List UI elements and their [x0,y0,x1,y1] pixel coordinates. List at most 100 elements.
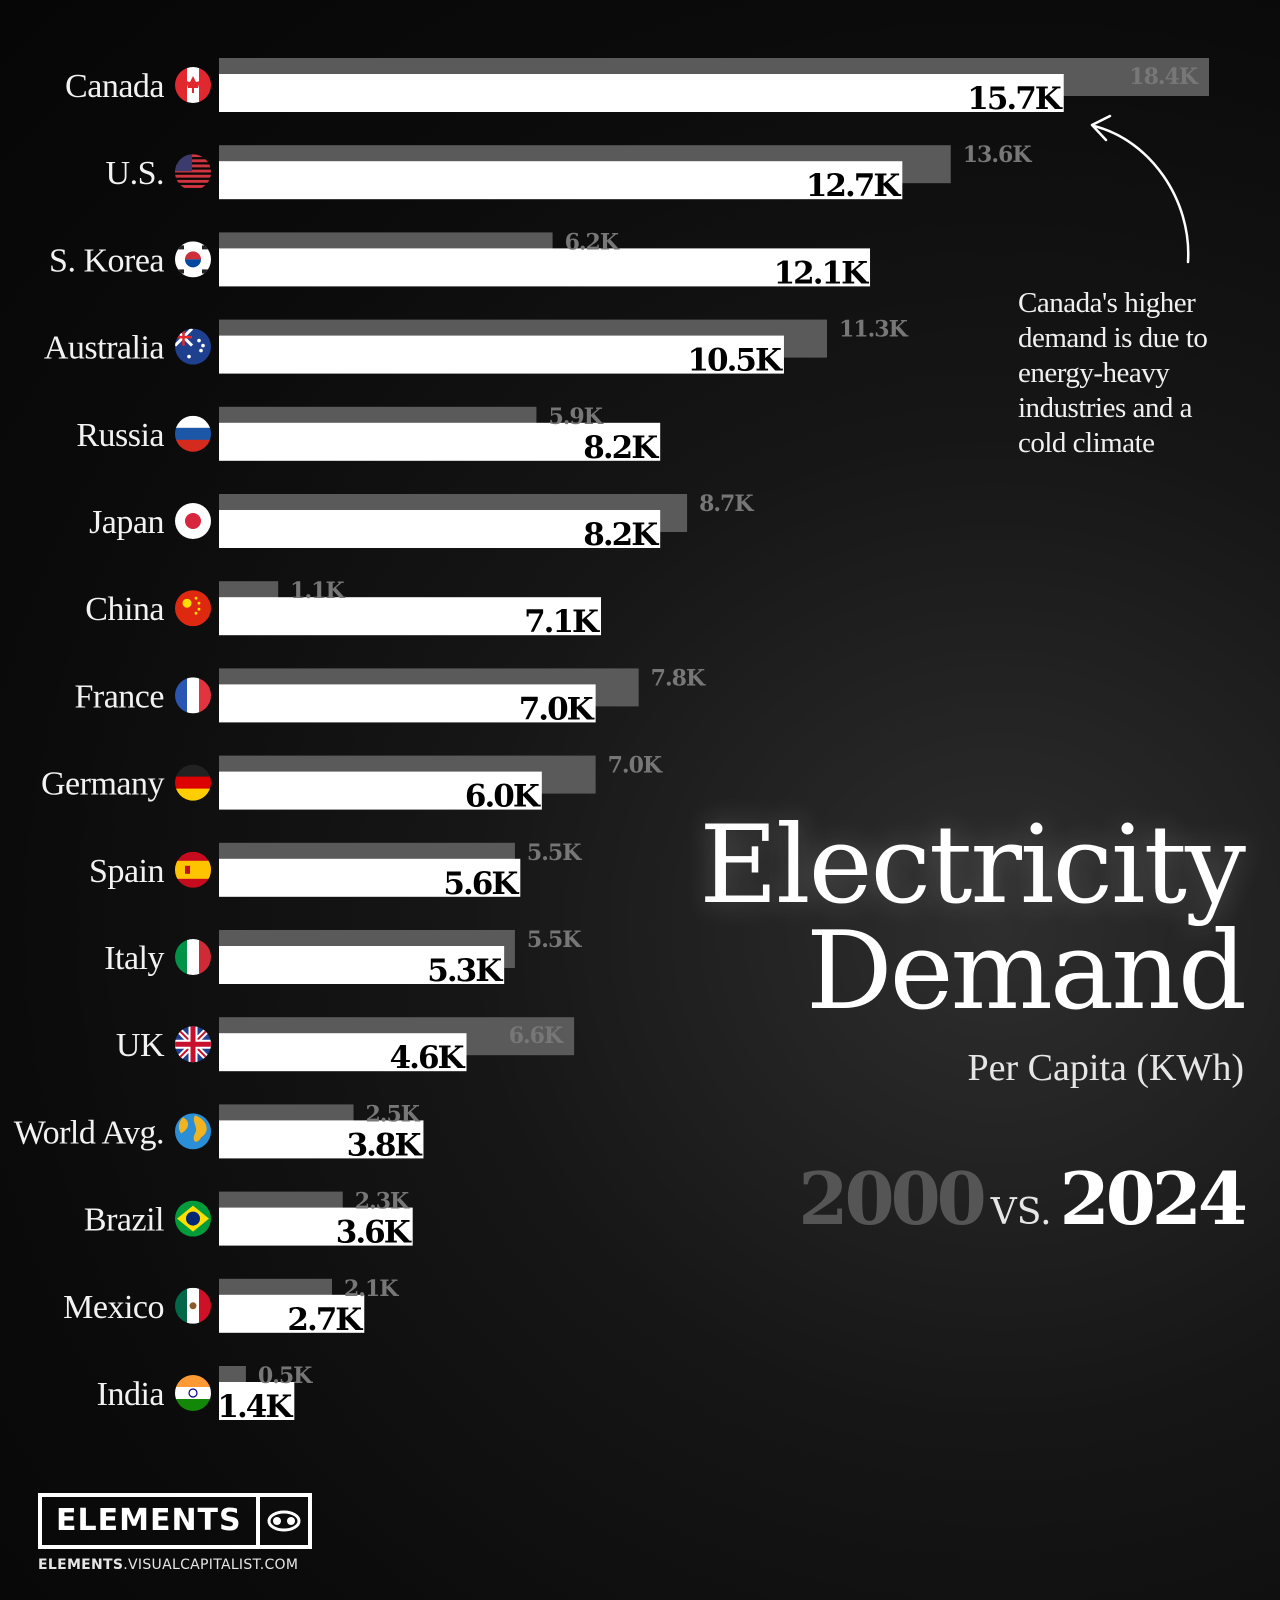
category-label: Italy [104,940,164,977]
logo-text: ELEMENTS [56,1503,242,1538]
category-label: Brazil [84,1202,164,1239]
value-label-2024: 12.1K [774,255,870,291]
category-label: Japan [89,504,164,541]
brand-logo[interactable]: ELEMENTS ELEMENTS.VISUALCAPITALIST.COM [38,1493,312,1573]
year-2024: 2024 [1059,1156,1248,1241]
italy-flag-icon [175,939,211,975]
russia-flag-icon [175,415,211,452]
us-flag-icon [175,154,211,188]
page-title-line1: Electricity [699,803,1246,928]
bar-chart: 18.4K 15.7K Canada 13.6K 12.7K U.S. 6.2K 12.1K S… [14,58,1209,1425]
bar-2024 [219,1207,413,1246]
bar-2024 [219,858,521,897]
bar-2024 [219,946,505,984]
annotation-text: Canada's higher demand is due to energy-… [1018,286,1258,461]
category-label: Mexico [63,1289,164,1326]
bar-2024 [219,335,784,374]
bar-2024 [219,422,661,461]
annotation-line: demand is due to [1018,322,1208,354]
value-label-2024: 10.5K [687,343,783,379]
bar-2024 [219,74,1064,112]
value-label-2024: 3.8K [347,1127,423,1163]
brazil-flag-icon [175,1200,211,1237]
china-flag-icon [175,590,211,627]
value-label-2024: 15.7K [967,81,1063,117]
category-label: Germany [41,766,165,803]
value-label-2024: 5.6K [443,866,519,902]
years-comparison: 2000 VS. 2024 [699,1156,1248,1241]
logo-box: ELEMENTS [38,1493,312,1549]
category-label: India [97,1376,165,1413]
value-label-2000: 6.2K [565,229,620,255]
bar-2024 [219,684,596,723]
bar-2024 [219,1033,467,1072]
year-vs: VS. [990,1192,1052,1233]
value-label-2000: 8.7K [699,491,754,517]
category-label: China [85,591,164,628]
value-label-2000: 18.4K [1129,64,1199,90]
category-label: Canada [65,68,164,105]
bar-2024 [219,597,602,636]
value-label-2024: 6.0K [465,779,541,815]
page-subtitle: Per Capita (KWh) [967,1047,1244,1089]
spain-flag-icon [175,851,211,888]
page-title-line2: Demand [806,909,1247,1034]
value-label-2024: 3.6K [336,1215,412,1251]
value-label-2024: 2.7K [287,1302,363,1338]
category-label: Australia [44,330,165,367]
bar-2024 [219,771,542,810]
value-label-2000: 2.1K [344,1276,399,1302]
value-label-2000: 5.9K [548,404,603,430]
south-korea-flag-icon [175,241,211,278]
globe-icon [175,1113,211,1150]
value-label-2024: 8.2K [583,430,659,466]
value-label-2000: 6.6K [509,1023,564,1049]
bar-2024 [219,510,661,548]
brand-url-rest: .VISUALCAPITALIST.COM [123,1557,299,1573]
year-2000: 2000 [798,1156,986,1241]
value-label-2024: 1.4K [217,1389,293,1425]
annotation-line: industries and a [1018,392,1193,424]
brand-url[interactable]: ELEMENTS.VISUALCAPITALIST.COM [38,1557,312,1573]
value-label-2024: 7.1K [524,604,600,640]
annotation-line: energy-heavy [1018,357,1170,389]
title-block: Electricity Demand Per Capita (KWh) 2000… [699,803,1248,1242]
germany-flag-icon [175,764,211,801]
japan-flag-icon [175,503,211,539]
annotation-arrow-icon [1090,114,1190,264]
australia-flag-icon [175,328,211,365]
value-label-2000: 5.5K [527,840,582,866]
category-label: Russia [76,417,164,454]
atom-icon [255,1497,308,1545]
mexico-flag-icon [175,1287,211,1324]
bar-2024 [219,1294,365,1333]
value-label-2024: 12.7K [806,168,902,204]
value-label-2024: 7.0K [519,691,595,727]
france-flag-icon [175,677,211,714]
annotation-line: cold climate [1018,427,1155,459]
value-label-2000: 1.1K [290,578,345,604]
category-label: World Avg. [14,1114,164,1151]
value-label-2024: 4.6K [390,1040,466,1076]
value-label-2000: 2.3K [355,1189,410,1215]
canada-flag-icon [175,67,211,103]
value-label-2000: 7.0K [608,753,663,779]
value-label-2024: 5.3K [427,953,503,989]
value-label-2000: 13.6K [963,142,1033,168]
bar-2024 [219,161,903,200]
category-label: U.S. [106,155,164,192]
uk-flag-icon [175,1026,211,1063]
category-label: France [74,678,164,715]
bar-2024 [219,1120,424,1159]
value-label-2000: 7.8K [651,665,706,691]
value-label-2000: 0.5K [258,1363,313,1389]
bar-2024 [219,1382,295,1420]
value-label-2000: 5.5K [527,927,582,953]
value-label-2000: 11.3K [839,317,909,343]
india-flag-icon [175,1375,211,1411]
bar-2024 [219,248,871,287]
category-label: Spain [89,853,164,890]
annotation-line: Canada's higher [1018,287,1196,319]
brand-url-bold: ELEMENTS [38,1557,124,1573]
value-label-2000: 2.5K [366,1101,421,1127]
